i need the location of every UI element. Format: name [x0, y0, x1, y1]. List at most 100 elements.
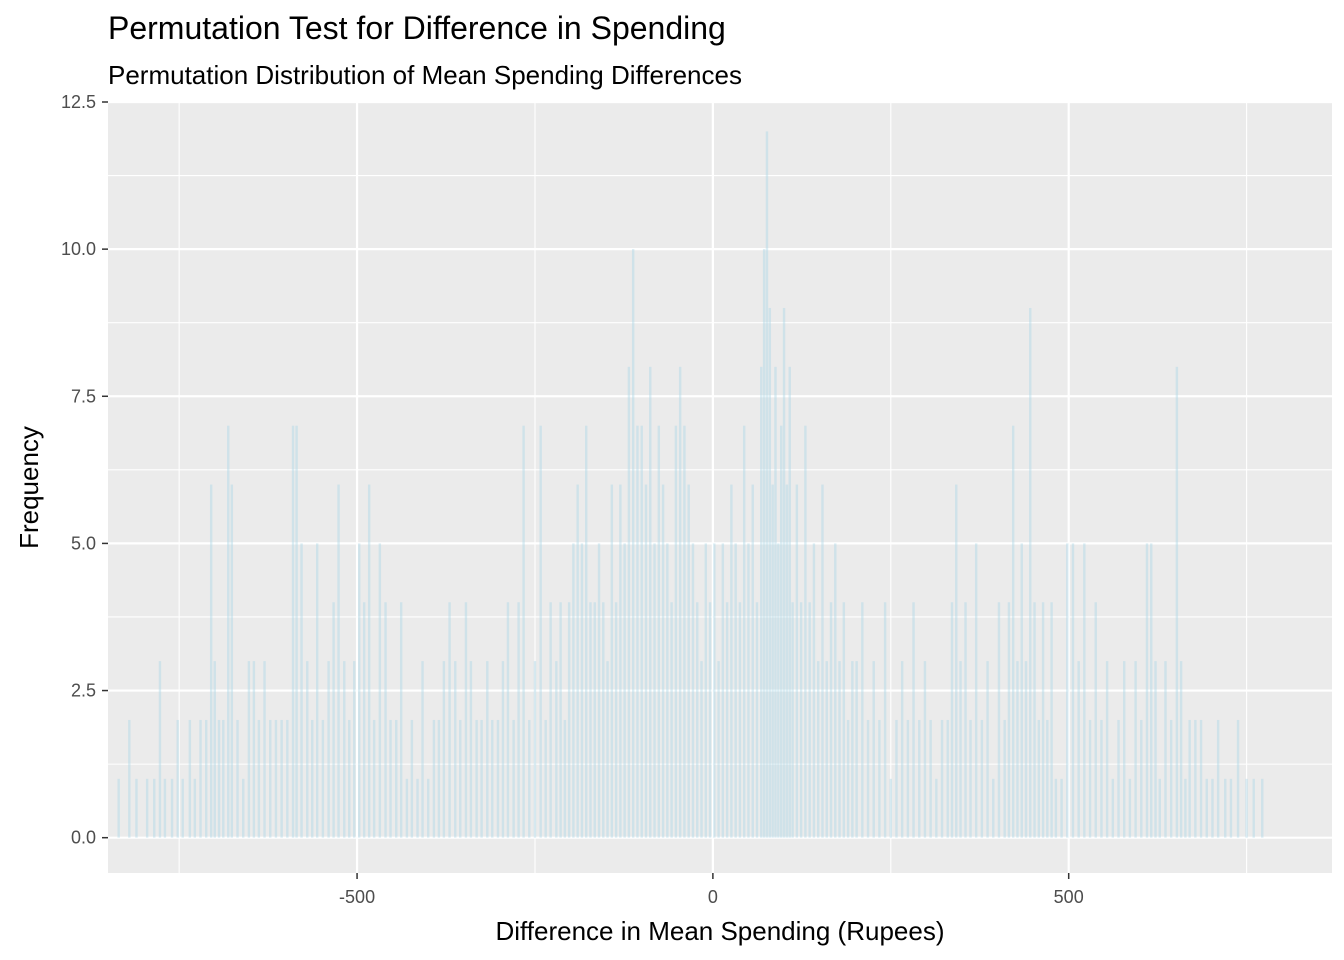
histogram-bar — [486, 661, 489, 838]
histogram-bar — [1117, 719, 1120, 838]
histogram-bar — [1007, 602, 1011, 838]
histogram-bar — [782, 307, 786, 838]
histogram-bar — [193, 778, 197, 838]
histogram-bar — [825, 661, 828, 838]
histogram-bar — [1184, 778, 1187, 838]
histogram-bar — [661, 484, 665, 838]
histogram-bar — [576, 484, 579, 838]
histogram-bar — [1140, 719, 1143, 838]
histogram-bar — [199, 719, 202, 838]
histogram-bar — [539, 425, 542, 838]
histogram-bar — [522, 425, 525, 838]
histogram-bar — [883, 602, 887, 838]
histogram-bar — [410, 719, 414, 838]
histogram-bar — [389, 719, 392, 838]
histogram-bar — [1158, 778, 1161, 838]
histogram-bar — [1179, 661, 1183, 838]
histogram-bar — [213, 661, 216, 838]
histogram-bar — [1050, 602, 1053, 838]
histogram-bar — [779, 425, 783, 838]
histogram-bar — [269, 719, 272, 838]
histogram-bar — [343, 661, 346, 838]
y-tick-label: 12.5 — [61, 92, 96, 112]
histogram-bar — [348, 719, 351, 838]
histogram-bar — [442, 661, 446, 838]
histogram-bar — [725, 602, 729, 838]
histogram-bar — [257, 719, 261, 838]
histogram-bar — [1205, 778, 1208, 838]
histogram-bar — [209, 484, 213, 838]
histogram-bar — [1060, 778, 1063, 838]
histogram-bar — [528, 719, 531, 838]
histogram-bar — [204, 719, 208, 838]
histogram-bar — [491, 719, 494, 838]
histogram-bar — [1011, 425, 1015, 838]
y-tick-label: 2.5 — [71, 681, 96, 701]
histogram-bar — [923, 661, 927, 838]
y-tick-label: 5.0 — [71, 533, 96, 553]
histogram-bar — [469, 661, 473, 838]
histogram-bar — [1145, 543, 1149, 838]
histogram-bar — [306, 661, 309, 838]
histogram-bar — [274, 719, 278, 838]
histogram-bar — [791, 602, 794, 838]
histogram-bar — [799, 602, 803, 838]
histogram-bar — [946, 719, 949, 838]
histogram-bar — [145, 778, 149, 838]
histogram-bar — [644, 484, 648, 838]
histogram-bar — [912, 602, 915, 838]
histogram-bar — [1100, 719, 1103, 838]
histogram-bar — [1216, 719, 1220, 838]
histogram-bar — [176, 719, 179, 838]
histogram-bar — [929, 719, 932, 838]
histogram-bar — [357, 543, 361, 838]
histogram-bar — [567, 602, 571, 838]
histogram-bar — [128, 719, 131, 838]
histogram-bar — [394, 719, 398, 838]
histogram-bar — [986, 661, 989, 838]
histogram-bar — [181, 778, 184, 838]
histogram-bar — [280, 719, 283, 838]
histogram-bar — [768, 307, 772, 838]
chart-title: Permutation Test for Difference in Spend… — [108, 10, 726, 46]
histogram-bar — [1046, 719, 1049, 838]
histogram-bar — [918, 719, 921, 838]
y-tick-label: 0.0 — [71, 828, 96, 848]
x-tick-label: -500 — [339, 887, 375, 907]
histogram-bar — [1020, 543, 1023, 838]
histogram-bar — [670, 602, 673, 838]
histogram-bar — [1229, 778, 1233, 838]
histogram-bar — [327, 661, 330, 838]
histogram-bar — [549, 602, 552, 838]
histogram-bar — [1111, 778, 1115, 838]
histogram-bar — [747, 543, 750, 838]
histogram-bar — [384, 602, 387, 838]
histogram-bar — [559, 602, 562, 838]
histogram-bar — [585, 425, 588, 838]
histogram-bar — [795, 484, 799, 838]
histogram-bar — [1088, 719, 1092, 838]
major-gridlines — [108, 100, 1332, 873]
chart-subtitle: Permutation Distribution of Mean Spendin… — [108, 60, 742, 90]
histogram-bar — [653, 543, 656, 838]
histogram-bar — [785, 484, 789, 838]
x-tick-label: 500 — [1054, 887, 1084, 907]
histogram-bar — [708, 602, 712, 838]
histogram-bar — [263, 661, 266, 838]
histogram-bar — [700, 661, 703, 838]
histogram-bar — [517, 602, 520, 838]
histogram-bar — [760, 366, 763, 838]
histogram-bar — [589, 602, 592, 838]
histogram-bar — [861, 602, 864, 838]
histogram-bar — [762, 249, 766, 838]
histogram-bar — [247, 661, 251, 838]
histogram-bar — [691, 543, 695, 838]
histogram-bar — [640, 425, 643, 838]
histogram-bar — [734, 543, 737, 838]
histogram-bar — [623, 543, 626, 838]
histogram-bar — [666, 543, 669, 838]
y-axis: 0.0 2.5 5.0 7.5 10.0 12.5 — [61, 92, 108, 848]
histogram-bar — [555, 661, 558, 838]
histogram-bar — [432, 719, 436, 838]
